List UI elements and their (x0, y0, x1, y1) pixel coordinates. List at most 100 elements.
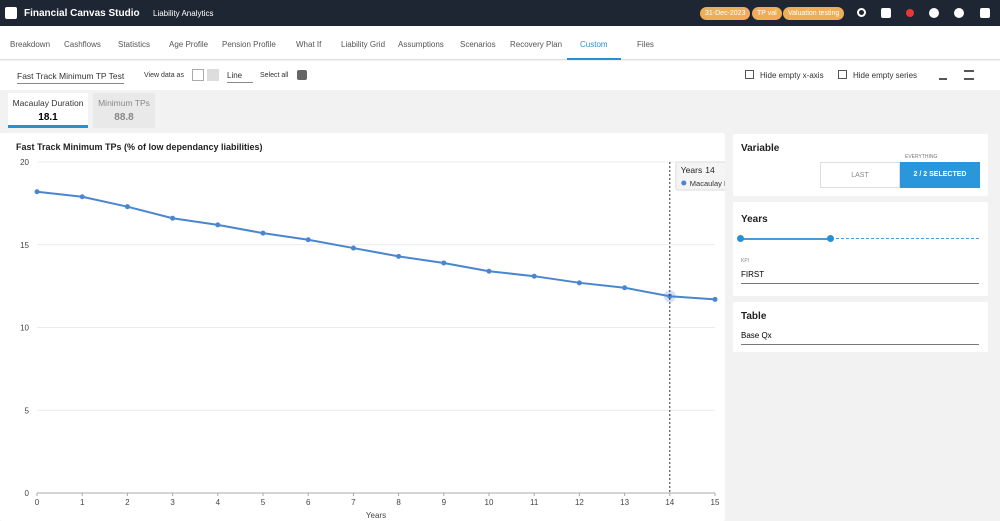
tab[interactable]: Liability Grid (341, 40, 386, 49)
tab-bar: Breakdown Cashflows Statistics Age Profile P… (0, 26, 1000, 60)
x-tick-label: 3 (170, 498, 175, 507)
point (260, 230, 266, 236)
badge: 31-Dec-2023 (700, 7, 751, 20)
tab[interactable]: Cashflows (64, 40, 101, 49)
panel-title: Variable (741, 143, 780, 154)
table-select[interactable]: Base Qx (741, 331, 979, 345)
slider-track (741, 238, 979, 239)
tab[interactable]: What If (296, 40, 322, 49)
tooltip-x-value: 14 (705, 165, 715, 175)
table-panel: Table Base Qx (733, 302, 988, 352)
point (576, 280, 582, 286)
point (622, 285, 628, 291)
point (531, 273, 537, 279)
tab[interactable]: Age Profile (169, 40, 209, 49)
x-tick-label: 8 (396, 498, 401, 507)
kpi-card[interactable]: Macaulay Duration 18.1 (8, 93, 88, 128)
badge: TP val (752, 7, 782, 20)
tab[interactable]: Scenarios (460, 40, 496, 49)
point (305, 237, 311, 243)
option-button[interactable]: LAST (820, 162, 900, 188)
y-tick-label: 5 (25, 406, 30, 415)
point (215, 222, 221, 228)
kpi-card[interactable]: Minimum TPs 88.8 (93, 93, 155, 128)
x-tick-label: 2 (125, 498, 130, 507)
kpi-value: 18.1 (38, 112, 58, 123)
badge: Valuation testing (783, 7, 845, 20)
x-tick-label: 0 (35, 498, 40, 507)
settings-icon[interactable] (881, 8, 891, 18)
years-panel: Years KPI FIRST (733, 202, 988, 296)
chart: Fast Track Minimum TPs (% of low dependa… (16, 142, 725, 520)
chart-panel: Fast Track Minimum TPs (% of low dependa… (0, 133, 725, 521)
chart-title: Fast Track Minimum TPs (% of low dependa… (16, 142, 263, 152)
record-icon[interactable] (906, 9, 914, 17)
x-tick-label: 9 (442, 498, 447, 507)
download-icon[interactable] (939, 70, 947, 80)
tooltip-series: Macaulay Duration (690, 179, 725, 188)
tab[interactable]: Files (637, 40, 654, 49)
tab[interactable]: Statistics (118, 40, 151, 49)
logo (5, 7, 17, 19)
kpi-label: Macaulay Duration (12, 98, 84, 108)
kpi-label: Minimum TPs (98, 98, 150, 108)
variable-panel: Variable EVERYTHING LAST 2 / 2 SELECTED (733, 134, 988, 196)
x-tick-label: 1 (80, 498, 85, 507)
report-select[interactable]: Fast Track Minimum TP Test (17, 71, 125, 84)
point (667, 293, 673, 299)
slider-handle[interactable] (827, 235, 834, 242)
slider-handle[interactable] (737, 235, 744, 242)
x-tick-label: 14 (665, 498, 674, 507)
tab[interactable]: Assumptions (398, 40, 444, 49)
user-icon[interactable] (954, 8, 964, 18)
tab[interactable]: Pension Profile (222, 40, 276, 49)
kpi-select[interactable]: FIRST (741, 270, 979, 284)
select-all[interactable]: Select all (260, 72, 289, 79)
point (486, 268, 492, 274)
tab[interactable]: Recovery Plan (510, 40, 563, 49)
checkbox[interactable] (838, 70, 847, 79)
search-icon[interactable] (857, 8, 866, 17)
option-button[interactable]: 2 / 2 SELECTED (900, 162, 980, 188)
button-caption: EVERYTHING (905, 154, 938, 160)
toolbar: Fast Track Minimum TP Test View data as … (0, 61, 1000, 90)
x-tick-label: 10 (485, 498, 494, 507)
checkbox[interactable] (745, 70, 754, 79)
tooltip-x-label: Years (681, 165, 702, 175)
point (441, 260, 447, 266)
x-tick-label: 5 (261, 498, 266, 507)
x-tick-label: 4 (216, 498, 221, 507)
select-all-box[interactable] (297, 70, 307, 80)
header: Financial Canvas Studio Liability Analyt… (0, 0, 1000, 26)
series-line (36, 190, 716, 301)
filter-icon[interactable] (964, 70, 974, 80)
info-icon[interactable] (929, 8, 939, 18)
tooltip-swatch (681, 180, 687, 186)
table-view-btn[interactable] (192, 69, 204, 81)
app-name: Financial Canvas Studio (24, 8, 140, 19)
y-tick-label: 10 (20, 324, 29, 333)
checkbox-label: Hide empty series (853, 71, 918, 80)
panel-title: Years (741, 214, 768, 225)
x-tick-label: 11 (530, 498, 539, 507)
point (350, 245, 356, 251)
x-axis-label: Years (366, 511, 386, 520)
x-tick-label: 15 (711, 498, 720, 507)
y-tick-label: 20 (20, 158, 29, 167)
chart-view-btn[interactable] (207, 69, 219, 81)
x-tick-label: 6 (306, 498, 311, 507)
tab[interactable]: Custom (580, 40, 608, 49)
module-selector[interactable]: Liability Analytics (153, 9, 214, 18)
tab[interactable]: Breakdown (10, 40, 51, 49)
point (170, 215, 176, 221)
panel-title: Table (741, 311, 767, 322)
x-tick-label: 7 (351, 498, 356, 507)
chart-kind-select[interactable]: Line (227, 71, 253, 83)
tab-indicator (567, 58, 621, 60)
tooltip-title: Years 14 (681, 165, 715, 175)
point (396, 253, 402, 259)
menu-icon[interactable] (980, 8, 990, 18)
point (79, 194, 85, 200)
